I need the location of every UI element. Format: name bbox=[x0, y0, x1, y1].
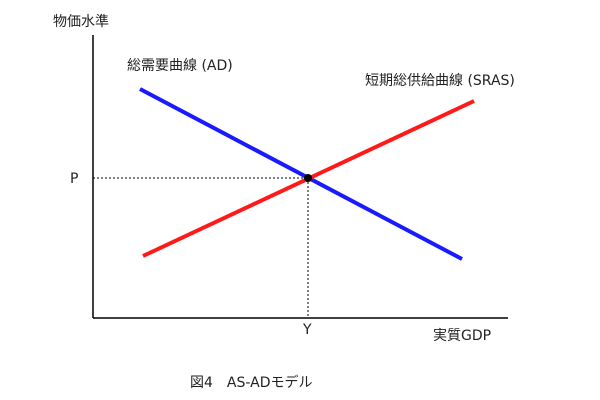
sras-curve-label: 短期総供給曲線 (SRAS) bbox=[365, 73, 515, 89]
x-axis-label: 実質GDP bbox=[433, 328, 491, 344]
ad-curve bbox=[139, 87, 463, 261]
output-tick-label: Y bbox=[302, 322, 312, 338]
ad-curve-label: 総需要曲線 (AD) bbox=[127, 58, 233, 74]
y-axis-label: 物価水準 bbox=[53, 14, 109, 30]
figure-caption: 図4 AS-ADモデル bbox=[190, 374, 312, 391]
equilibrium-point bbox=[304, 174, 312, 182]
price-tick-label: P bbox=[70, 171, 78, 187]
